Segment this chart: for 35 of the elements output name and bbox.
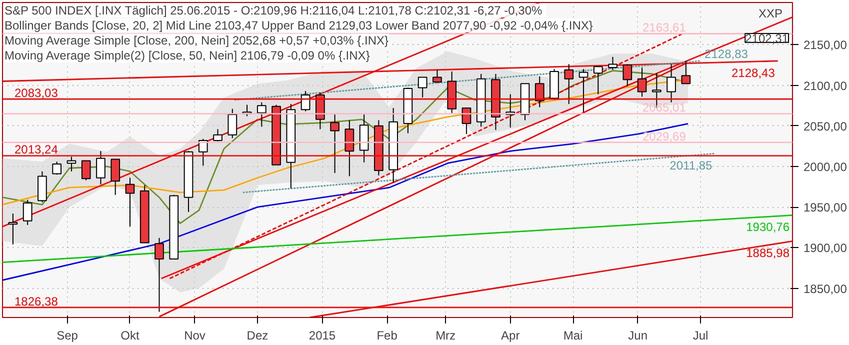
y-tick-label: 2000,00	[804, 160, 848, 174]
x-tick-label: Sep	[56, 328, 78, 342]
annotation: 2102,31	[745, 32, 789, 46]
x-tick-label: Jun	[628, 328, 648, 342]
y-axis-title: XXP	[758, 6, 783, 20]
ref-line-label: 2065,01	[642, 100, 686, 115]
y-tick-label: 1850,00	[804, 282, 848, 296]
x-tick-label: Jul	[692, 328, 708, 342]
ref-line-label: 2013,24	[14, 142, 58, 157]
x-tick-label: Dez	[246, 328, 268, 342]
y-tick-label: 1950,00	[804, 200, 848, 215]
x-tick-label: Feb	[376, 328, 398, 342]
series-label: 2011,85	[670, 158, 712, 173]
x-tick-label: 2015	[308, 328, 336, 342]
ref-line-label: 1826,38	[14, 294, 58, 308]
series-label: 2128,43	[731, 66, 776, 80]
series-label: 2128,83	[704, 46, 748, 61]
ref-line-label: 2083,03	[14, 86, 58, 100]
series-label: 1930,76	[746, 220, 790, 234]
y-tick-label: 2150,00	[804, 38, 848, 52]
chart-title: S&P 500 INDEX [.INX Täglich] 25.06.2015 - O:2109,96 H:2116,04 L:2101,78 C:2102,31 -6,27 -0,30%	[4, 4, 543, 18]
x-tick-label: Okt	[120, 328, 140, 342]
y-tick-label: 2050,00	[804, 119, 848, 134]
ref-line-label: 2163,61	[642, 20, 686, 35]
y-tick-label: 1900,00	[804, 241, 848, 256]
x-tick-label: Mai	[563, 328, 583, 342]
x-tick-label: Nov	[184, 328, 206, 342]
series-label: 1885,98	[746, 246, 790, 260]
x-tick-label: Mrz	[436, 328, 456, 342]
y-tick-label: 2100,00	[804, 78, 848, 93]
ref-line-label: 2029,69	[642, 129, 686, 144]
x-tick-label: Apr	[501, 328, 520, 342]
annotation: Moving Average Simple [Close, 200, Nein] 2052,68 +0,57 +0,03% {.INX}	[4, 34, 389, 48]
annotation: Bollinger Bands [Close, 20, 2] Mid Line 2103,47 Upper Band 2129,03 Lower Band 2077,90 -0,92 -0,04% {.INX}	[4, 18, 593, 32]
annotation: Moving Average Simple(2) [Close, 50, Nein] 2106,79 -0,09 0% {.INX}	[4, 48, 370, 62]
